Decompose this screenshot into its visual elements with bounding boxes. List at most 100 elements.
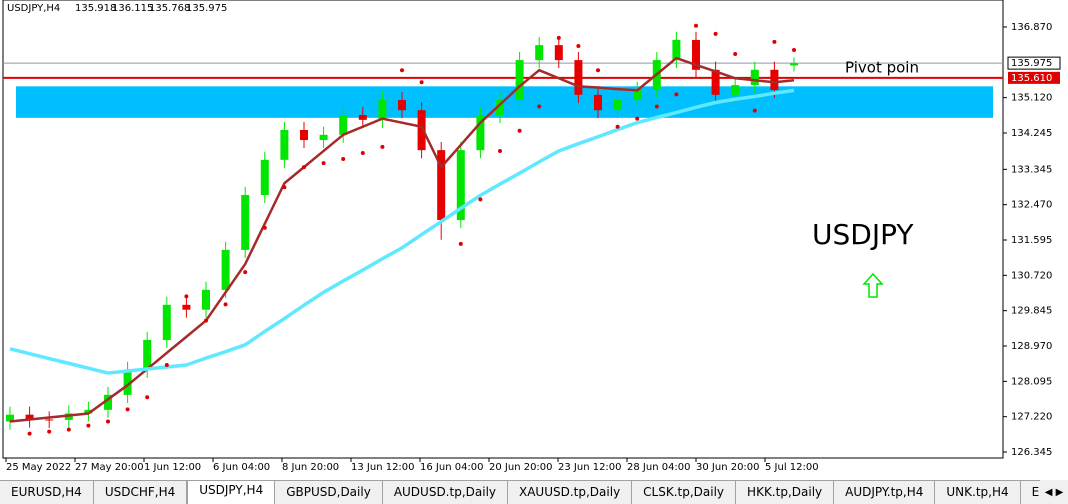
sar-dot — [596, 68, 600, 73]
tab-bar: EURUSD,H4 USDCHF,H4 USDJPY,H4 GBPUSD,Daily A… — [0, 480, 1068, 504]
sar-dot — [223, 302, 228, 307]
candle-body — [182, 304, 191, 310]
tab[interactable]: USDCHF,H4 — [94, 481, 188, 504]
zone — [16, 86, 993, 118]
y-tick-label: 129.845 — [1011, 306, 1052, 317]
tab[interactable]: CLSK.tp,Daily — [632, 481, 737, 504]
sar-dot — [66, 427, 71, 432]
sar-dot — [752, 108, 757, 113]
candle-body — [417, 110, 426, 151]
moving-average — [9, 88, 795, 375]
candle-body — [554, 45, 563, 61]
tab[interactable]: AUDUSD.tp,Daily — [383, 481, 508, 504]
sar-dot — [635, 116, 640, 121]
candle-body — [770, 69, 779, 90]
candle-body — [476, 115, 485, 151]
tab[interactable]: XAUUSD.tp,Daily — [508, 481, 633, 504]
x-tick-label: 6 Jun 04:00 — [213, 462, 270, 473]
up-arrow — [862, 272, 884, 298]
tab[interactable]: HKK.tp,Daily — [736, 481, 835, 504]
sar-dot — [164, 362, 169, 367]
sar-dot — [419, 80, 424, 85]
candle-body — [162, 304, 171, 340]
candle-body — [613, 100, 622, 111]
candle-body — [319, 134, 328, 141]
sar-dot — [243, 270, 248, 275]
tab[interactable]: USDJPY,H4 — [187, 481, 276, 504]
tab[interactable]: UNK.tp,H4 — [935, 481, 1021, 504]
sar-dot — [615, 124, 620, 129]
sar-dot — [106, 419, 110, 424]
sar-dot — [576, 43, 581, 48]
x-tick-label: 30 Jun 20:00 — [696, 462, 760, 473]
sar-dot — [772, 39, 777, 44]
y-tick-label: 126.345 — [1011, 447, 1052, 458]
y-tick-label: 128.095 — [1011, 376, 1052, 387]
sar-dot — [458, 241, 463, 246]
sar-dot — [360, 150, 365, 155]
sar-dot — [204, 318, 208, 323]
candle-body — [535, 45, 544, 61]
candle-body — [633, 89, 642, 101]
tab[interactable]: GBPUSD,Daily — [275, 481, 383, 504]
y-tick-label: 135.120 — [1011, 93, 1052, 104]
y-tick-label: 127.220 — [1011, 412, 1052, 423]
candle-body — [711, 69, 720, 95]
sar-dot — [556, 35, 561, 40]
candle-body — [123, 369, 132, 395]
sar-dot — [86, 423, 91, 428]
y-tick-label: 130.720 — [1011, 270, 1052, 281]
y-tick-label: 131.595 — [1011, 235, 1052, 246]
candle-body — [300, 129, 308, 141]
header-symbol: USDJPY,H4 — [7, 3, 60, 14]
x-tick-label: 1 Jun 12:00 — [144, 462, 201, 473]
sar-dot — [537, 104, 542, 109]
candle-body — [202, 289, 210, 310]
candle-body — [25, 414, 34, 420]
sar-dot — [380, 144, 385, 149]
candle-body — [456, 150, 465, 221]
sar-dot — [478, 197, 483, 202]
sar-dot — [694, 23, 698, 28]
candle-body — [6, 414, 14, 422]
candle-body — [750, 69, 759, 86]
candle-body — [358, 115, 367, 120]
current-price-box — [1007, 56, 1061, 70]
candle-body — [378, 100, 387, 120]
sar-dot — [400, 68, 404, 73]
sar-dot — [282, 185, 287, 190]
y-tick-label: 132.470 — [1011, 200, 1052, 211]
candle-body — [221, 249, 230, 290]
header-high: 136.115 — [112, 3, 153, 14]
candle-body — [574, 60, 583, 95]
x-tick-label: 27 May 20:00 — [75, 462, 144, 473]
sar-dot — [654, 104, 659, 109]
x-tick-label: 5 Jul 12:00 — [765, 462, 819, 473]
x-tick-label: 16 Jun 04:00 — [420, 462, 484, 473]
sar-dot — [674, 92, 679, 97]
candle-body — [84, 409, 93, 414]
candle-body — [692, 39, 700, 70]
tab[interactable]: EURUSD,H4 — [0, 481, 94, 504]
tab-scroll[interactable]: ◀ ▶ — [1040, 480, 1068, 504]
candle-body — [45, 419, 54, 421]
y-tick-label: 134.245 — [1011, 128, 1052, 139]
candle-body — [143, 339, 152, 370]
header-low: 135.768 — [149, 3, 190, 14]
pivot-price-label: 135.610 — [1011, 73, 1052, 84]
y-tick-label: 128.970 — [1011, 341, 1052, 352]
sar-dot — [47, 429, 52, 434]
y-tick-label: 133.345 — [1011, 164, 1052, 175]
candle-body — [398, 100, 406, 111]
candle-body — [280, 129, 289, 160]
sar-dot — [302, 165, 306, 170]
sar-dot — [713, 31, 718, 36]
candle-body — [731, 85, 740, 95]
sar-dot — [733, 52, 738, 57]
candle-body — [496, 100, 504, 116]
pivot-text: Pivot poin — [845, 59, 919, 77]
candle-body — [104, 394, 112, 410]
plot-frame — [2, 0, 1004, 459]
tab[interactable]: AUDJPY.tp,H4 — [834, 481, 936, 504]
